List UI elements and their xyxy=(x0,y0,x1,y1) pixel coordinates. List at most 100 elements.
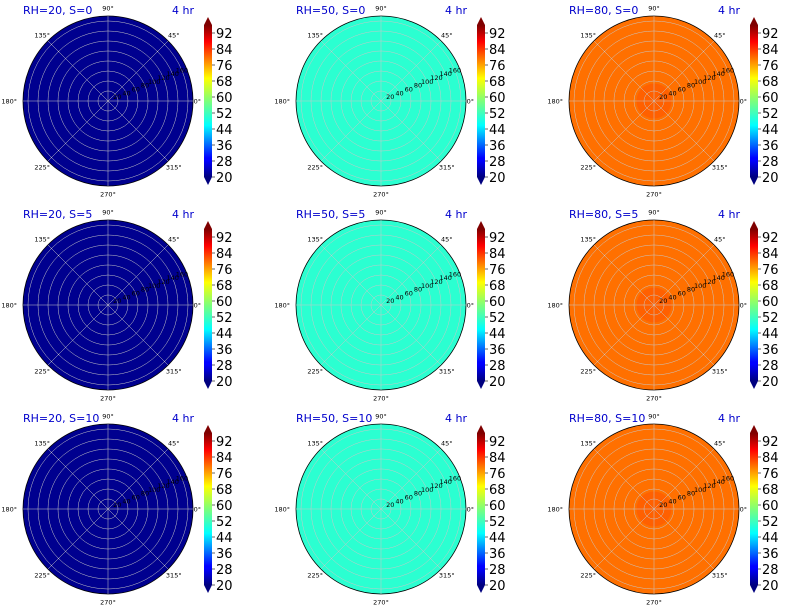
colorbar-tick-label: 76 xyxy=(489,59,506,74)
colorbar-max-extend xyxy=(750,221,758,229)
colorbar-tick-label: 44 xyxy=(489,531,506,546)
radial-tick-label: 80 xyxy=(414,82,422,90)
angle-label: 225° xyxy=(580,367,596,375)
angle-label: 45° xyxy=(168,236,180,244)
colorbar-tick-label: 84 xyxy=(762,247,779,262)
colorbar-tick-label: 84 xyxy=(216,43,233,58)
angle-label: 180° xyxy=(1,302,17,310)
radial-tick-label: 120 xyxy=(703,482,715,490)
radial-tick-label: 60 xyxy=(678,86,686,94)
radial-tick-label: 80 xyxy=(414,490,422,498)
angle-label: 270° xyxy=(100,191,116,199)
radial-tick-label: 120 xyxy=(157,74,169,82)
colorbar-tick-label: 60 xyxy=(489,91,506,106)
colorbar-tick-label: 36 xyxy=(762,547,779,562)
radial-tick-label: 160 xyxy=(176,474,188,482)
radial-tick-label: 140 xyxy=(166,70,178,78)
colorbar-max-extend xyxy=(204,425,212,433)
angle-label: 0° xyxy=(194,302,201,310)
angle-label: 225° xyxy=(34,571,50,579)
panel-title: RH=80, S=0 xyxy=(569,4,638,17)
angle-label: 225° xyxy=(307,163,323,171)
colorbar-tick-label: 68 xyxy=(489,279,506,294)
radial-tick-label: 160 xyxy=(722,66,734,74)
colorbar-tick-label: 20 xyxy=(762,375,779,390)
polar-panel: 20 40 60 8010012014016090°45°0°315°270°225°… xyxy=(274,208,505,403)
colorbar-tick-label: 36 xyxy=(489,547,506,562)
angle-label: 45° xyxy=(714,440,726,448)
colorbar-tick-label: 68 xyxy=(216,279,233,294)
colorbar-tick-label: 52 xyxy=(216,311,233,326)
colorbar-tick-label: 60 xyxy=(762,91,779,106)
angle-grid-line xyxy=(47,100,109,162)
colorbar xyxy=(204,433,212,585)
angle-label: 180° xyxy=(274,98,290,106)
panel-time-label: 4 hr xyxy=(445,412,467,425)
angle-label: 315° xyxy=(712,571,728,579)
polar-panel: 20 40 60 8010012014016090°45°0°315°270°225°… xyxy=(1,208,232,403)
colorbar-tick-label: 92 xyxy=(762,435,779,450)
angle-label: 45° xyxy=(441,32,453,40)
colorbar-tick-label: 52 xyxy=(762,107,779,122)
panel-title: RH=50, S=5 xyxy=(296,208,365,221)
colorbar-tick-label: 84 xyxy=(216,451,233,466)
colorbar-tick-label: 44 xyxy=(489,123,506,138)
colorbar-tick-label: 84 xyxy=(489,43,506,58)
panel-title: RH=20, S=0 xyxy=(23,4,92,17)
colorbar-tick-label: 76 xyxy=(489,263,506,278)
angle-grid-line xyxy=(320,448,382,510)
colorbar-max-extend xyxy=(204,17,212,25)
colorbar-tick-label: 92 xyxy=(489,27,506,42)
radial-tick-label: 120 xyxy=(157,482,169,490)
colorbar-tick-label: 60 xyxy=(489,499,506,514)
angle-label: 225° xyxy=(34,367,50,375)
colorbar-tick-label: 92 xyxy=(489,231,506,246)
polar-panel: 20 40 60 8010012014016090°45°0°315°270°225°… xyxy=(1,412,232,607)
angle-label: 0° xyxy=(194,98,201,106)
radial-tick-label: 140 xyxy=(439,274,451,282)
angle-grid-line xyxy=(320,40,382,102)
panel-time-label: 4 hr xyxy=(718,4,740,17)
radial-tick-label: 40 xyxy=(395,89,403,97)
angle-label: 315° xyxy=(439,571,455,579)
polar-panel: 20 40 60 8010012014016090°45°0°315°270°225°… xyxy=(274,4,505,199)
radial-tick-label: 80 xyxy=(414,286,422,294)
angle-label: 180° xyxy=(1,98,17,106)
colorbar-tick-label: 60 xyxy=(489,295,506,310)
radial-tick-label: 60 xyxy=(132,494,140,502)
radial-tick-label: 60 xyxy=(405,290,413,298)
radial-tick-label: 140 xyxy=(712,274,724,282)
radial-tick-label: 20 xyxy=(113,501,121,509)
radial-tick-label: 80 xyxy=(141,490,149,498)
colorbar-tick-label: 84 xyxy=(489,451,506,466)
angle-grid-line xyxy=(107,40,169,102)
radial-tick-label: 80 xyxy=(687,490,695,498)
angle-label: 270° xyxy=(100,599,116,607)
colorbar-tick-label: 52 xyxy=(489,515,506,530)
colorbar xyxy=(477,25,485,177)
radial-tick-label: 160 xyxy=(176,66,188,74)
colorbar-tick-label: 68 xyxy=(489,75,506,90)
angle-grid-line xyxy=(593,100,655,162)
radial-tick-label: 100 xyxy=(421,78,433,86)
colorbar-max-extend xyxy=(750,425,758,433)
colorbar-tick-label: 52 xyxy=(762,515,779,530)
colorbar-max-extend xyxy=(750,17,758,25)
radial-tick-label: 20 xyxy=(659,501,667,509)
colorbar-tick-label: 76 xyxy=(762,59,779,74)
angle-grid-line xyxy=(47,304,109,366)
radial-tick-label: 160 xyxy=(176,270,188,278)
radial-tick-label: 40 xyxy=(122,293,130,301)
angle-label: 90° xyxy=(648,209,660,217)
colorbar xyxy=(204,229,212,381)
angle-label: 135° xyxy=(580,32,596,40)
angle-label: 90° xyxy=(102,209,114,217)
colorbar-tick-label: 36 xyxy=(489,139,506,154)
angle-label: 135° xyxy=(34,440,50,448)
radial-tick-label: 120 xyxy=(157,278,169,286)
angle-label: 270° xyxy=(373,599,389,607)
colorbar-tick-label: 68 xyxy=(762,483,779,498)
angle-label: 270° xyxy=(100,395,116,403)
radial-tick-label: 160 xyxy=(449,474,461,482)
angle-label: 315° xyxy=(166,571,182,579)
